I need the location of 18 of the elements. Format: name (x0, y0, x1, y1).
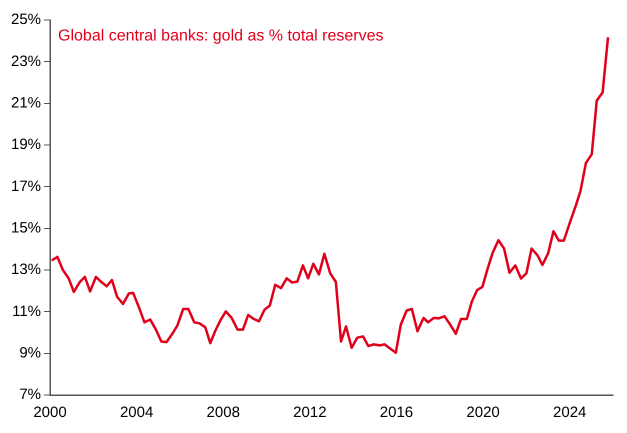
x-tick-label: 2016 (380, 404, 414, 422)
x-tick-label: 2000 (33, 404, 67, 422)
y-tick-label: 25% (10, 11, 42, 28)
x-tick-label: 2012 (293, 404, 327, 422)
y-tick-label: 23% (10, 52, 42, 70)
y-tick-label: 9% (19, 344, 42, 362)
y-tick-label: 17% (10, 178, 42, 195)
y-tick-label: 11% (12, 302, 42, 320)
y-tick-label: 19% (10, 136, 42, 154)
y-tick-label: 15% (10, 219, 42, 236)
y-tick-label: 13% (10, 261, 42, 278)
y-tick-label: 7% (19, 386, 42, 404)
x-tick-label: 2004 (120, 404, 154, 422)
y-tick-label: 21% (10, 94, 42, 112)
x-tick-label: 2020 (466, 404, 500, 422)
x-tick-label: 2008 (206, 404, 240, 422)
x-tick-label: 2024 (553, 404, 586, 422)
chart-title: Global central banks: gold as % total reserves (58, 27, 384, 44)
